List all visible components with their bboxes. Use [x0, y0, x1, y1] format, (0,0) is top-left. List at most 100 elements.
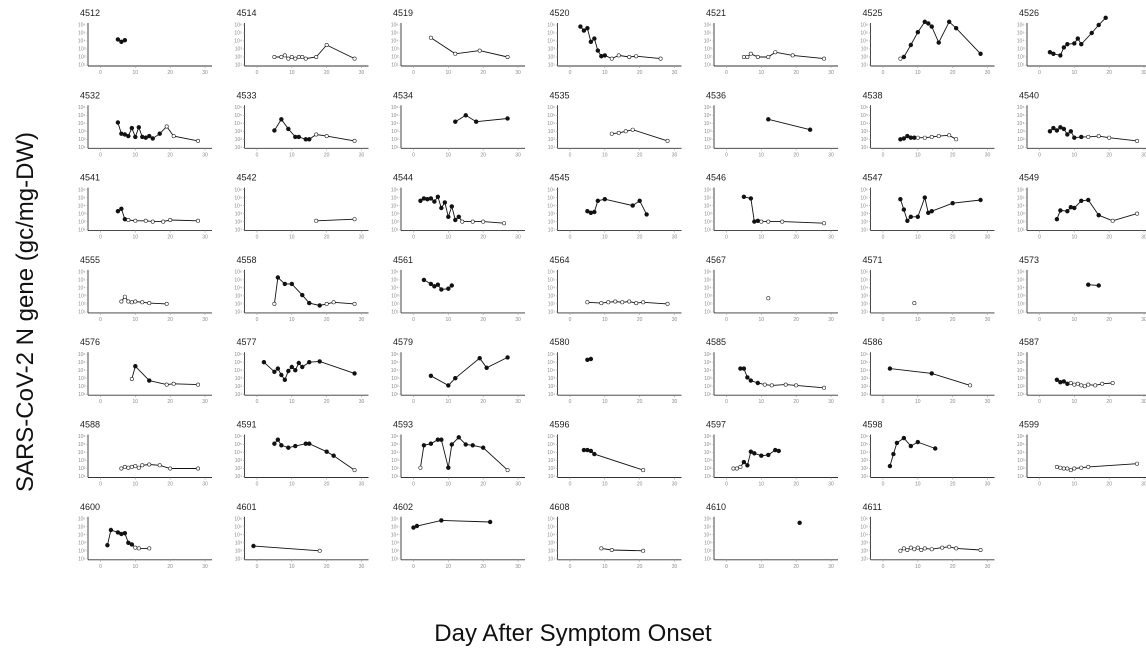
x-tick-label: 0: [882, 564, 885, 570]
x-tick-label: 30: [985, 564, 991, 570]
non-detect-point: [641, 468, 646, 473]
x-tick-label: 10: [1072, 482, 1078, 488]
detected-point: [108, 527, 114, 533]
y-tick-label: 10²: [235, 466, 243, 472]
y-tick-label: 10¹: [78, 310, 86, 316]
panel-title: 4541: [80, 173, 100, 183]
y-tick-label: 10³: [548, 294, 556, 300]
x-tick-label: 30: [672, 564, 678, 570]
y-tick-label: 10³: [391, 294, 399, 300]
detected-point: [901, 136, 907, 141]
y-tick-label: 10⁴: [704, 368, 712, 374]
x-tick-label: 30: [828, 482, 834, 488]
detected-point: [592, 451, 597, 457]
panel-title: 4514: [237, 8, 257, 18]
detected-point: [425, 197, 430, 202]
panel-4540: 4540 10¹ 10² 10³ 10⁴ 10⁵ 10⁶ 0 10 20 30: [1017, 90, 1146, 158]
detected-point: [352, 371, 357, 376]
y-tick-label: 10¹: [548, 474, 556, 480]
y-tick-label: 10⁶: [547, 187, 555, 193]
non-detect-point: [623, 129, 628, 134]
x-tick-label: 20: [637, 70, 643, 76]
non-detect-point: [1054, 464, 1059, 469]
y-tick-label: 10¹: [861, 557, 869, 563]
x-tick-label: 10: [133, 235, 139, 241]
panel-4514: 4514 10¹ 10² 10³ 10⁴ 10⁵ 10⁶ 0 10 20 30: [234, 8, 369, 76]
non-detect-point: [1075, 381, 1080, 386]
y-tick-label: 10²: [78, 466, 86, 472]
detected-point: [936, 40, 941, 45]
non-detect-point: [293, 56, 298, 61]
non-detect-point: [196, 138, 201, 143]
x-tick-label: 10: [1072, 70, 1078, 76]
y-tick-label: 10³: [1017, 129, 1025, 135]
panel-4555: 4555 10¹ 10² 10³ 10⁴ 10⁵ 10⁶ 0 10 20 30: [78, 255, 212, 323]
x-tick-label: 30: [828, 152, 834, 158]
y-tick-label: 10⁵: [547, 442, 555, 448]
y-tick-label: 10²: [548, 55, 556, 61]
x-tick-label: 20: [793, 70, 799, 76]
detected-point: [894, 440, 900, 446]
panel-4596: 4596 10¹ 10² 10³ 10⁴ 10⁵ 10⁶ 0 10 20 30: [547, 420, 682, 488]
y-tick-label: 10³: [1017, 376, 1025, 382]
x-tick-label: 10: [602, 235, 608, 241]
non-detect-point: [324, 42, 329, 47]
y-tick-label: 10⁵: [78, 31, 86, 37]
panel-title: 4555: [80, 255, 100, 265]
y-tick-label: 10²: [78, 384, 86, 390]
y-tick-label: 10²: [235, 302, 243, 308]
detected-point: [595, 48, 601, 53]
detected-point: [505, 116, 510, 121]
x-tick-label: 30: [359, 70, 365, 76]
detected-point: [741, 459, 747, 465]
x-tick-label: 10: [602, 152, 608, 158]
detected-point: [463, 113, 468, 118]
detected-point: [644, 212, 649, 217]
detected-point: [289, 281, 295, 287]
non-detect-point: [755, 54, 760, 59]
x-tick-label: 0: [882, 235, 885, 241]
panel-4587: 4587 10¹ 10² 10³ 10⁴ 10⁵ 10⁶ 0 10 20 30: [1017, 337, 1146, 405]
panel-title: 4538: [863, 90, 883, 100]
detected-point: [414, 523, 420, 529]
non-detect-point: [1086, 382, 1091, 387]
x-tick-label: 0: [1038, 399, 1041, 405]
y-tick-label: 10⁵: [1017, 442, 1025, 448]
x-tick-label: 0: [882, 152, 885, 158]
non-detect-point: [634, 301, 639, 306]
panel-title: 4533: [237, 90, 257, 100]
x-tick-label: 0: [412, 235, 415, 241]
x-tick-label: 30: [202, 235, 208, 241]
y-tick-label: 10⁵: [704, 195, 712, 201]
series-line: [253, 545, 320, 552]
x-tick-label: 30: [985, 70, 991, 76]
non-detect-point: [147, 462, 152, 467]
y-tick-label: 10³: [704, 211, 712, 217]
detected-point: [449, 283, 454, 288]
detected-point: [929, 209, 934, 214]
x-tick-label: 0: [99, 564, 102, 570]
detected-point: [307, 300, 312, 306]
panel-title: 4526: [1019, 8, 1039, 18]
x-tick-label: 30: [828, 317, 834, 323]
non-detect-point: [901, 546, 906, 551]
panel-title: 4586: [863, 337, 883, 347]
x-tick-label: 0: [256, 235, 259, 241]
y-tick-label: 10⁶: [78, 270, 86, 276]
y-tick-label: 10⁴: [547, 121, 555, 127]
panel-4610: 4610 10¹ 10² 10³ 10⁴ 10⁵ 10⁶ 0 10 20 30: [704, 502, 838, 570]
x-tick-label: 10: [446, 70, 452, 76]
x-tick-label: 0: [569, 235, 572, 241]
x-tick-label: 0: [882, 399, 885, 405]
y-tick-label: 10³: [78, 129, 86, 135]
detected-point: [1068, 205, 1074, 210]
detected-point: [300, 292, 305, 298]
non-detect-point: [324, 301, 329, 306]
detected-point: [122, 132, 128, 137]
non-detect-point: [286, 56, 291, 61]
y-tick-label: 10⁴: [234, 450, 242, 456]
y-tick-label: 10⁶: [391, 517, 399, 523]
y-tick-label: 10²: [861, 466, 869, 472]
series-line: [900, 21, 981, 60]
